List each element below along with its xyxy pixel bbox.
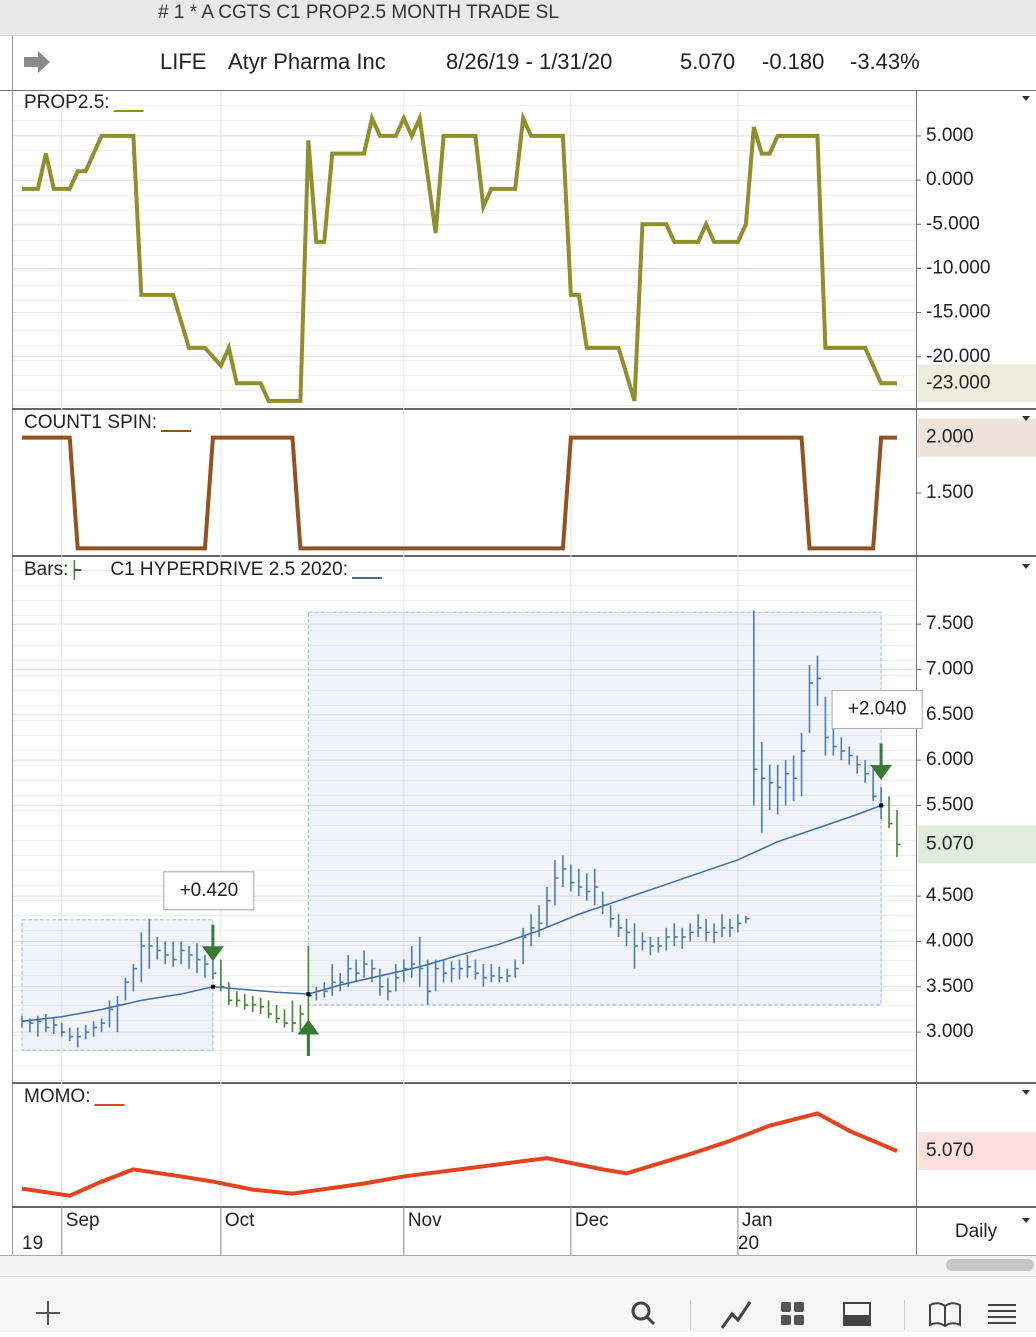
signal-point (306, 992, 311, 997)
current-value-label: -23.000 (926, 372, 990, 393)
scrollbar[interactable] (946, 1259, 1034, 1271)
overlay-line (21, 804, 882, 1022)
data-line (22, 110, 897, 403)
data-line (21, 1111, 898, 1198)
x-tick-label: Jan (742, 1210, 773, 1231)
panel-menu[interactable] (1022, 96, 1030, 101)
current-value-label: 2.000 (926, 427, 974, 448)
y-tick-label: 3.000 (926, 1021, 974, 1042)
panel-title: Bars: (24, 559, 68, 580)
current-value-box (918, 364, 1036, 403)
y-tick-label: 4.500 (926, 885, 974, 906)
y-tick-label: 7.500 (926, 613, 974, 634)
add-button[interactable] (36, 1301, 60, 1325)
current-value-label: 5.070 (926, 833, 974, 854)
last-price: 5.070 (680, 49, 735, 74)
price-change: -0.180 (762, 49, 824, 74)
current-value-box (918, 825, 1036, 864)
y-tick-label: 4.000 (926, 930, 974, 951)
panel-grid (12, 557, 916, 1082)
y-tick-label: 5.000 (926, 125, 974, 146)
y-tick-label: -20.000 (926, 346, 990, 367)
x-tick-label: Dec (575, 1210, 609, 1231)
x-tick-label: Sep (66, 1210, 100, 1231)
signal-point (210, 984, 215, 989)
year-label: 19 (22, 1233, 43, 1254)
trade-label-box (163, 871, 255, 911)
symbol: LIFE (160, 49, 206, 74)
layout-button[interactable] (781, 1302, 804, 1325)
data-line (22, 435, 897, 551)
panel-title: PROP2.5: (24, 92, 110, 113)
chart-style-button[interactable] (720, 1301, 752, 1329)
title-bar (0, 0, 1036, 35)
y-tick-label: 0.000 (926, 169, 974, 190)
nav-arrow[interactable] (24, 51, 50, 73)
trade-label: +2.040 (848, 698, 907, 719)
y-tick-label: -5.000 (926, 213, 980, 234)
scroll-track (0, 1256, 1036, 1276)
interval-menu[interactable] (1022, 1218, 1030, 1223)
panel-title: MOMO: (24, 1086, 91, 1107)
y-tick-label: 5.500 (926, 794, 974, 815)
y-tick-label: -10.000 (926, 257, 990, 278)
current-value-box (918, 1132, 1036, 1171)
panel-menu[interactable] (1022, 416, 1030, 421)
year-label: 20 (738, 1233, 759, 1254)
current-value-box (918, 418, 1036, 457)
current-value-label: 5.070 (926, 1140, 974, 1161)
x-tick-label: Nov (408, 1210, 442, 1231)
y-tick-label: 6.500 (926, 704, 974, 725)
y-tick-label: 3.500 (926, 976, 974, 997)
trade-label-box (831, 689, 923, 729)
y-tick-label: 1.500 (926, 482, 974, 503)
list-button[interactable] (988, 1304, 1016, 1324)
notes-button[interactable] (929, 1302, 961, 1328)
signal-point (879, 803, 884, 808)
interval[interactable]: Daily (955, 1221, 998, 1242)
search-button[interactable] (631, 1301, 656, 1326)
trade-box (307, 611, 882, 1006)
y-tick-label: 6.000 (926, 749, 974, 770)
date-range: 8/26/19 - 1/31/20 (446, 49, 612, 74)
trade-label: +0.420 (180, 880, 239, 901)
y-tick-label: 7.000 (926, 658, 974, 679)
overlay-title: C1 HYPERDRIVE 2.5 2020: (110, 559, 348, 580)
panel-title: COUNT1 SPIN: (24, 412, 157, 433)
panel-grid (12, 90, 916, 408)
signal-arrow (201, 924, 224, 962)
window-title: # 1 * A CGTS C1 PROP2.5 MONTH TRADE SL (158, 2, 559, 23)
x-tick-label: Oct (225, 1210, 255, 1231)
y-tick-label: -15.000 (926, 302, 990, 323)
toolbar (0, 1276, 1036, 1332)
panel-button[interactable] (843, 1302, 871, 1326)
signal-arrow (870, 743, 893, 780)
signal-arrow (297, 1019, 320, 1057)
company-name: Atyr Pharma Inc (228, 49, 386, 74)
panel-menu[interactable] (1022, 1090, 1030, 1095)
percent-change: -3.43% (850, 49, 920, 74)
panel-menu[interactable] (1022, 564, 1030, 569)
